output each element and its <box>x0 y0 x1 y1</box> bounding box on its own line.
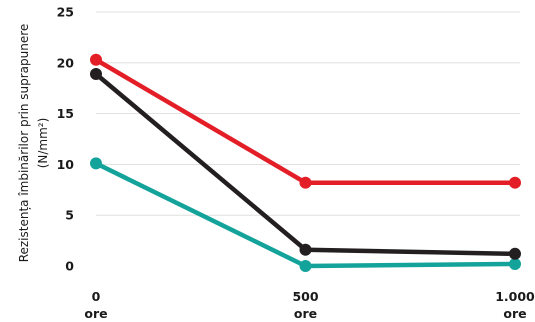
x-tick-sublabel-1.000: ore <box>503 306 526 321</box>
series-2-point-1.000 <box>509 247 521 260</box>
series-2-point-500 <box>299 243 312 256</box>
series-1-point-0 <box>90 53 102 66</box>
series-3-point-0 <box>90 157 102 170</box>
grid <box>96 11 520 216</box>
y-tick-label-20: 20 <box>57 55 75 70</box>
y-axis-ticks: 0 5 10 15 20 25 <box>57 5 75 274</box>
y-tick-label-25: 25 <box>57 5 74 20</box>
series-1-point-1.000 <box>509 176 521 189</box>
x-axis-ticks: 0 ore 500 ore 1.000 ore <box>84 289 535 321</box>
y-tick-label-15: 15 <box>57 106 74 121</box>
series-2-point-0 <box>90 67 102 80</box>
x-tick-label-500: 500 <box>292 289 318 304</box>
x-tick-label-1.000: 1.000 <box>495 289 535 304</box>
y-tick-label-0: 0 <box>65 259 74 274</box>
y-tick-label-10: 10 <box>57 157 75 172</box>
series-2-line <box>93 71 518 257</box>
y-axis-title: Rezistența îmbinărilor prin suprapunere … <box>17 24 50 263</box>
y-axis-title-line1: Rezistența îmbinărilor prin suprapunere <box>17 24 31 263</box>
x-tick-sublabel-0: ore <box>84 306 107 321</box>
series-2 <box>90 67 521 260</box>
series-1-point-500 <box>299 176 312 189</box>
x-tick-sublabel-500: ore <box>294 306 317 321</box>
y-axis-title-unit: (N/mm²) <box>36 118 50 169</box>
series-3-point-1.000 <box>509 257 521 270</box>
series-1 <box>90 53 521 189</box>
y-tick-label-5: 5 <box>65 208 74 223</box>
series-3 <box>90 157 521 272</box>
series <box>90 53 521 272</box>
x-tick-label-0: 0 <box>92 289 101 304</box>
series-3-point-500 <box>299 260 312 272</box>
